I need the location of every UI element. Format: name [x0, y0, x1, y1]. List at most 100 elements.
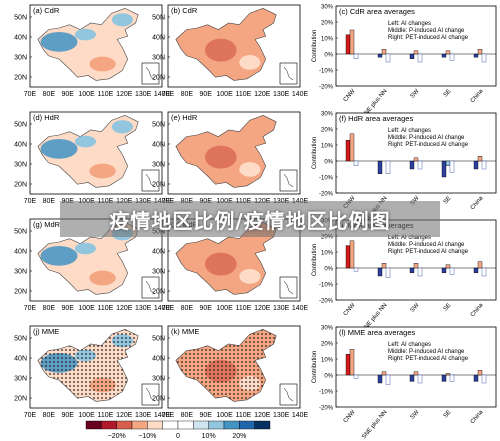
map-panel-label: (k) MME	[171, 327, 199, 336]
map-x-tick-label: 110E	[98, 412, 114, 419]
map-x-tick-label: 90E	[61, 91, 74, 98]
colorbar-tick-label: −10%	[138, 433, 156, 440]
map-x-tick-label: 80E	[181, 412, 194, 419]
bar-y-tick-label: -10%	[319, 389, 334, 395]
map-panel-label: (e) HdR	[171, 113, 198, 122]
map-panel-label: (g) MdR	[33, 220, 61, 229]
bar-y-axis-label: Contribution	[312, 244, 318, 276]
inset-islands	[145, 66, 156, 81]
bar-category-label: SW	[410, 302, 421, 314]
bar-legend-entry: Right: PET-induced AI change	[388, 35, 469, 41]
map-x-tick-label: 80E	[181, 91, 194, 98]
colorbar-swatch	[162, 420, 179, 430]
inset-islands	[283, 66, 294, 81]
map-x-tick-label: 80E	[43, 305, 56, 312]
bar-y-tick-label: -20%	[319, 191, 334, 197]
bar-category-label: China	[470, 409, 485, 425]
inset-islands	[145, 280, 156, 295]
bar	[445, 373, 451, 376]
bar-y-axis-label: Contribution	[312, 351, 318, 383]
colorbar-tick-label: 20%	[232, 433, 246, 440]
bar	[409, 160, 415, 170]
map-x-tick-label: 100E	[216, 412, 233, 419]
bar	[353, 160, 359, 167]
positive-change-region	[89, 56, 116, 72]
map-x-tick-label: 130E	[135, 91, 152, 98]
map-x-tick-label: 90E	[61, 412, 74, 419]
bar-legend-entry: Left: AI changes	[388, 128, 431, 134]
small-change-region	[239, 55, 261, 70]
bar	[473, 374, 479, 382]
bar-chart: 30% 20% 10% 0% -10% -20% Contribution (f) HdR a…	[312, 111, 497, 226]
bar-category-label: CNW	[343, 302, 357, 317]
bar	[481, 267, 487, 277]
map-x-tick-label: 120E	[254, 91, 271, 98]
bar	[417, 374, 423, 384]
bar	[377, 160, 383, 175]
positive-change-region	[204, 145, 237, 169]
bar-legend-entry: Left: AI changes	[388, 342, 431, 348]
map-panel: (a) CdR 50N 40N 30N 20N 70E 80E 90E 100E 110E 120E…	[14, 4, 170, 98]
inset-islands	[145, 387, 156, 402]
colorbar-tick-label: 10%	[202, 433, 216, 440]
bar	[345, 245, 351, 269]
map-x-tick-label: 70E	[162, 412, 175, 419]
map-x-tick-label: 100E	[78, 91, 95, 98]
bar-category-label: SW	[410, 195, 421, 207]
map-x-tick-label: 80E	[43, 412, 56, 419]
map-x-tick-label: 120E	[116, 305, 133, 312]
bar-y-tick-label: 20%	[321, 127, 334, 133]
bar-legend-entry: Left: AI changes	[388, 21, 431, 27]
map-x-tick-label: 140E	[292, 412, 309, 419]
map-x-tick-label: 120E	[116, 412, 133, 419]
map-x-tick-label: 110E	[236, 305, 252, 312]
map-x-tick-label: 130E	[135, 412, 152, 419]
bar-y-axis-label: Contribution	[312, 137, 318, 169]
significance-stippling	[37, 329, 139, 402]
south-china-sea-inset	[279, 383, 298, 406]
south-china-sea-inset	[141, 276, 160, 299]
bar-chart-title: (l) MME area averages	[339, 328, 416, 337]
bar-chart: 30% 20% 10% 0% -10% -20% Contribution (l) MME a…	[312, 325, 497, 440]
bar	[349, 240, 355, 269]
bar	[413, 263, 419, 269]
bar-y-tick-label: 20%	[321, 341, 334, 347]
map-panel: (j) MME 50N 40N 30N 20N 70E 80E 90E 100E 110E 120E…	[14, 325, 170, 419]
bar	[381, 263, 387, 269]
bar-y-tick-label: 30%	[321, 325, 334, 331]
bar-legend-entry: Right: PET-induced AI change	[388, 142, 469, 148]
bar	[377, 374, 383, 384]
negative-change-region	[74, 242, 97, 255]
bar	[409, 267, 415, 274]
bar	[349, 133, 355, 162]
map-y-tick-label: 50N	[152, 122, 165, 129]
bar-category-label: SW	[410, 88, 421, 100]
colorbar-swatch	[147, 420, 163, 430]
south-china-sea-inset	[279, 169, 298, 192]
map-x-tick-label: 80E	[181, 305, 194, 312]
colorbar-swatch	[254, 420, 271, 430]
bar-y-tick-label: 10%	[321, 36, 334, 42]
map-y-tick-label: 20N	[14, 289, 27, 296]
map-x-tick-label: 100E	[216, 91, 233, 98]
bar	[481, 374, 487, 384]
colorbar-swatch	[223, 420, 240, 430]
bar-category-label: SE	[443, 88, 453, 98]
bar-y-tick-label: 20%	[321, 20, 334, 26]
bar	[345, 34, 351, 55]
bar-y-tick-label: 30%	[321, 111, 334, 117]
colorbar-swatch	[101, 420, 117, 430]
colorbar-tick-label: −20%	[108, 433, 126, 440]
colorbar-swatch	[193, 420, 209, 430]
bar	[409, 53, 415, 60]
bar	[441, 53, 447, 58]
bar	[413, 50, 419, 55]
bar	[445, 50, 451, 55]
map-x-tick-label: 70E	[162, 91, 175, 98]
bar-y-tick-label: 10%	[321, 250, 334, 256]
map-y-tick-label: 20N	[14, 396, 27, 403]
bar	[445, 160, 451, 167]
bar-legend-entry: Middle: P-induced AI change	[388, 28, 465, 34]
negative-change-region	[111, 120, 133, 134]
south-china-sea-inset	[141, 169, 160, 192]
